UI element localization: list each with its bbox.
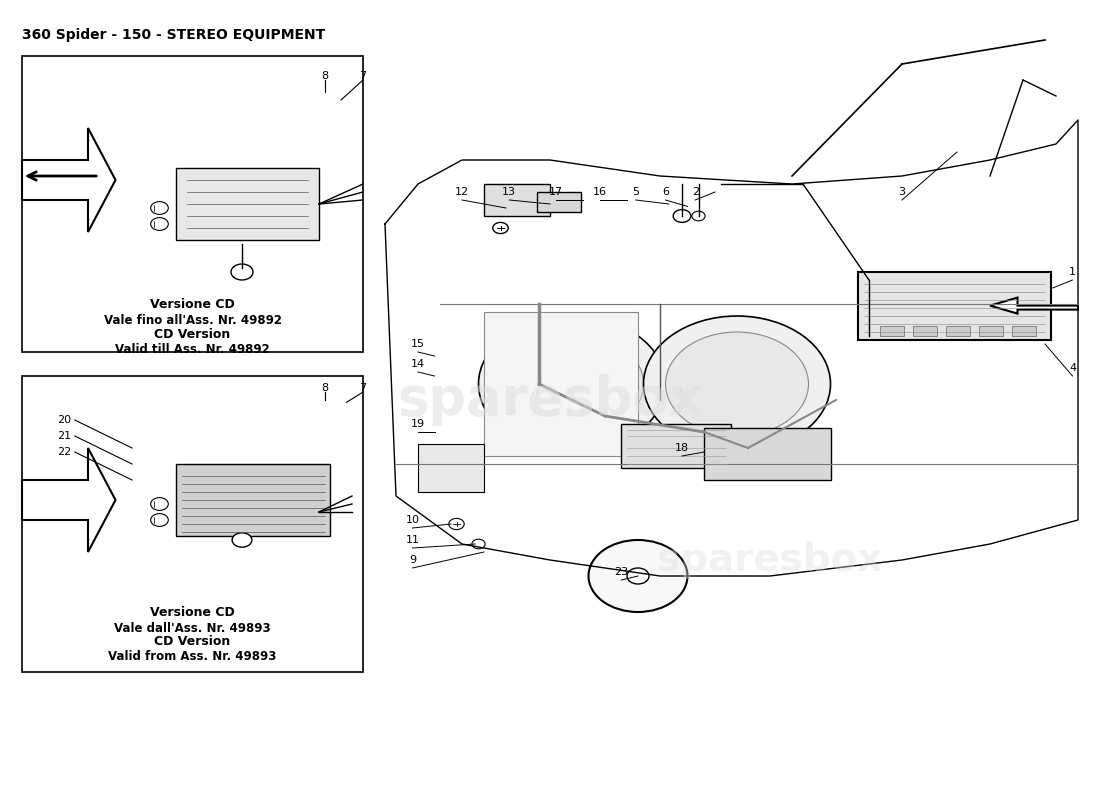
Text: 2: 2 (692, 187, 698, 197)
Bar (704, 428, 830, 480)
Bar (979, 326, 1003, 336)
Text: sparesbox: sparesbox (658, 541, 882, 579)
Text: 13: 13 (503, 187, 516, 197)
Text: 17: 17 (549, 187, 562, 197)
Circle shape (232, 533, 252, 547)
Circle shape (472, 539, 485, 549)
Bar (858, 272, 1050, 340)
Text: Valid till Ass. Nr. 49892: Valid till Ass. Nr. 49892 (116, 343, 270, 356)
Text: Versione CD: Versione CD (150, 298, 235, 310)
Text: Vale fino all'Ass. Nr. 49892: Vale fino all'Ass. Nr. 49892 (103, 314, 282, 326)
Circle shape (493, 222, 508, 234)
Bar (484, 184, 550, 216)
Polygon shape (22, 128, 115, 232)
Circle shape (692, 211, 705, 221)
Text: Vale dall'Ass. Nr. 49893: Vale dall'Ass. Nr. 49893 (114, 622, 271, 634)
Circle shape (666, 332, 808, 436)
Text: 7: 7 (360, 71, 366, 81)
Text: 20: 20 (57, 415, 72, 425)
Text: sparesbox: sparesbox (397, 374, 703, 426)
Text: 19: 19 (411, 419, 425, 429)
Text: 1: 1 (1069, 267, 1076, 277)
Circle shape (449, 518, 464, 530)
Circle shape (151, 218, 168, 230)
Bar (880, 326, 904, 336)
Text: 22: 22 (57, 447, 72, 457)
Circle shape (673, 210, 691, 222)
Text: 23: 23 (615, 567, 628, 577)
Text: 15: 15 (411, 339, 425, 349)
Text: 360 Spider - 150 - STEREO EQUIPMENT: 360 Spider - 150 - STEREO EQUIPMENT (22, 28, 326, 42)
Bar (22, 376, 363, 672)
Bar (484, 312, 638, 456)
Text: Versione CD: Versione CD (150, 606, 235, 618)
Circle shape (478, 316, 666, 452)
Text: 8: 8 (321, 383, 328, 393)
Text: 12: 12 (455, 187, 469, 197)
Bar (176, 464, 330, 536)
Circle shape (151, 514, 168, 526)
Bar (176, 168, 319, 240)
Text: Valid from Ass. Nr. 49893: Valid from Ass. Nr. 49893 (108, 650, 277, 662)
Bar (621, 424, 732, 468)
Bar (418, 444, 484, 492)
Text: CD Version: CD Version (154, 328, 231, 341)
Circle shape (231, 264, 253, 280)
Bar (22, 56, 363, 352)
Text: 14: 14 (411, 359, 425, 369)
Circle shape (588, 540, 688, 612)
Text: 6: 6 (662, 187, 669, 197)
Circle shape (151, 498, 168, 510)
Text: 4: 4 (1069, 363, 1076, 373)
Bar (946, 326, 970, 336)
Text: 10: 10 (406, 515, 419, 525)
Text: 7: 7 (360, 383, 366, 393)
Bar (1012, 326, 1036, 336)
Circle shape (500, 332, 644, 436)
Circle shape (151, 202, 168, 214)
Text: 3: 3 (899, 187, 905, 197)
Bar (537, 192, 581, 212)
Text: 11: 11 (406, 535, 419, 545)
Text: 16: 16 (593, 187, 606, 197)
Text: CD Version: CD Version (154, 635, 231, 648)
Polygon shape (990, 298, 1078, 314)
Circle shape (627, 568, 649, 584)
Text: 5: 5 (632, 187, 639, 197)
Bar (913, 326, 937, 336)
Polygon shape (22, 448, 115, 552)
Text: 9: 9 (409, 555, 416, 565)
Text: 21: 21 (57, 431, 72, 441)
Text: 8: 8 (321, 71, 328, 81)
Circle shape (644, 316, 830, 452)
Text: 18: 18 (675, 443, 689, 453)
